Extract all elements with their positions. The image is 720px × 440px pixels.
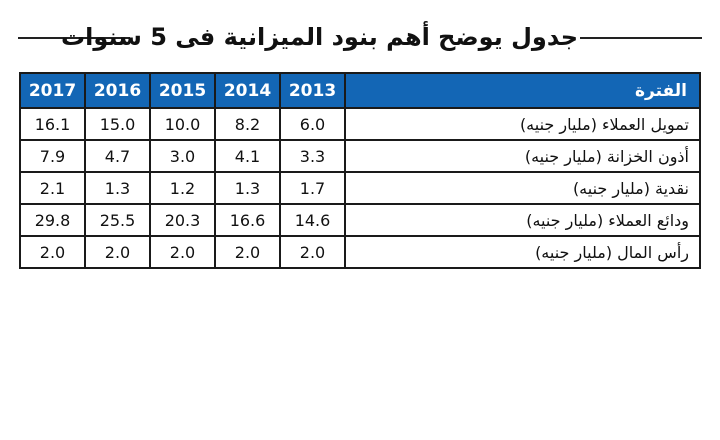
balance-sheet-table: 2017 2016 2015 2014 2013 الفترة 16.1 15.… xyxy=(19,72,701,269)
year-header: 2014 xyxy=(214,72,281,109)
table-cell: 16.6 xyxy=(214,203,281,237)
table-cell: 1.3 xyxy=(84,171,151,205)
table-cell: 20.3 xyxy=(149,203,216,237)
page-title: جدول يوضح أهم بنود الميزانية فى 5 سنوات xyxy=(61,23,578,51)
row-label: رأس المال (مليار جنيه) xyxy=(344,235,701,269)
row-label: ودائع العملاء (مليار جنيه) xyxy=(344,203,701,237)
table-row: 2.0 2.0 2.0 2.0 2.0 رأس المال (مليار جني… xyxy=(19,235,701,269)
table-cell: 6.0 xyxy=(279,107,346,141)
table-cell: 16.1 xyxy=(19,107,86,141)
row-label: نقدية (مليار جنيه) xyxy=(344,171,701,205)
table-cell: 4.1 xyxy=(214,139,281,173)
title-rule-left xyxy=(18,37,130,39)
table-cell: 10.0 xyxy=(149,107,216,141)
table-cell: 15.0 xyxy=(84,107,151,141)
table-row: 29.8 25.5 20.3 16.6 14.6 ودائع العملاء (… xyxy=(19,203,701,237)
table-cell: 8.2 xyxy=(214,107,281,141)
table-cell: 4.7 xyxy=(84,139,151,173)
table-row: 16.1 15.0 10.0 8.2 6.0 تمويل العملاء (مل… xyxy=(19,107,701,141)
row-label: تمويل العملاء (مليار جنيه) xyxy=(344,107,701,141)
table-cell: 7.9 xyxy=(19,139,86,173)
year-header: 2013 xyxy=(279,72,346,109)
table-cell: 2.0 xyxy=(279,235,346,269)
row-label: أذون الخزانة (مليار جنيه) xyxy=(344,139,701,173)
table-cell: 2.0 xyxy=(214,235,281,269)
table-cell: 3.0 xyxy=(149,139,216,173)
table-cell: 1.2 xyxy=(149,171,216,205)
period-header: الفترة xyxy=(344,72,701,109)
table-cell: 14.6 xyxy=(279,203,346,237)
table-cell: 2.0 xyxy=(84,235,151,269)
table-cell: 3.3 xyxy=(279,139,346,173)
table-cell: 29.8 xyxy=(19,203,86,237)
table-row: 7.9 4.7 3.0 4.1 3.3 أذون الخزانة (مليار … xyxy=(19,139,701,173)
table-cell: 2.1 xyxy=(19,171,86,205)
year-header: 2015 xyxy=(149,72,216,109)
title-rule-right xyxy=(580,37,702,39)
table-cell: 2.0 xyxy=(19,235,86,269)
table-cell: 1.3 xyxy=(214,171,281,205)
table-row: 2.1 1.3 1.2 1.3 1.7 نقدية (مليار جنيه) xyxy=(19,171,701,205)
year-header: 2017 xyxy=(19,72,86,109)
table-cell: 2.0 xyxy=(149,235,216,269)
year-header: 2016 xyxy=(84,72,151,109)
table-cell: 1.7 xyxy=(279,171,346,205)
table-cell: 25.5 xyxy=(84,203,151,237)
header-row: 2017 2016 2015 2014 2013 الفترة xyxy=(19,72,701,109)
title-row: جدول يوضح أهم بنود الميزانية فى 5 سنوات xyxy=(18,18,702,58)
